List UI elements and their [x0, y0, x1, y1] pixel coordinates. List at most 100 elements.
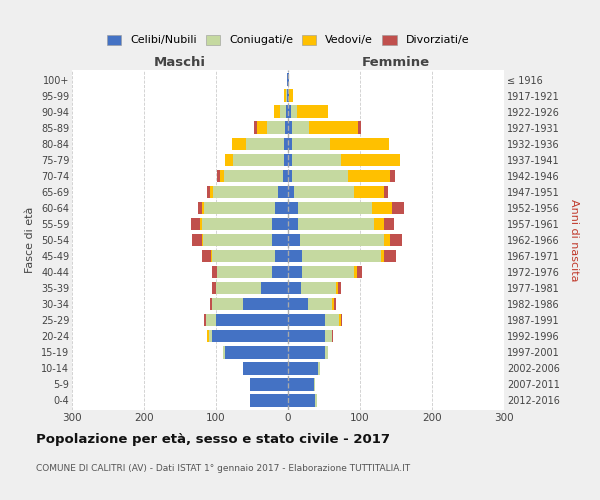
Bar — [280, 106, 286, 118]
Text: COMUNE DI CALITRI (AV) - Dati ISTAT 1° gennaio 2017 - Elaborazione TUTTITALIA.IT: COMUNE DI CALITRI (AV) - Dati ISTAT 1° g… — [36, 464, 410, 473]
Bar — [202, 234, 203, 246]
Legend: Celibi/Nubili, Coniugati/e, Vedovi/e, Divorziati/e: Celibi/Nubili, Coniugati/e, Vedovi/e, Di… — [104, 32, 472, 49]
Bar — [300, 234, 384, 246]
Bar — [292, 122, 309, 134]
Bar — [385, 186, 388, 198]
Bar — [224, 154, 233, 166]
Bar — [198, 202, 202, 214]
Bar — [213, 186, 278, 198]
Bar — [288, 314, 325, 326]
Bar — [272, 234, 288, 246]
Bar — [220, 170, 224, 182]
Bar — [202, 202, 205, 214]
Bar — [288, 282, 301, 294]
Bar — [203, 234, 272, 246]
Bar — [200, 218, 202, 230]
Bar — [384, 250, 396, 262]
Bar — [210, 186, 213, 198]
Text: Popolazione per età, sesso e stato civile - 2017: Popolazione per età, sesso e stato civil… — [36, 432, 390, 446]
Bar — [292, 170, 348, 182]
Bar — [285, 122, 288, 134]
Bar — [332, 330, 334, 342]
Bar — [288, 170, 292, 182]
Bar — [224, 346, 288, 358]
Bar — [216, 282, 260, 294]
Bar — [210, 298, 212, 310]
Bar — [325, 346, 328, 358]
Bar — [288, 74, 289, 86]
Bar — [217, 266, 272, 278]
Bar — [292, 138, 330, 150]
Bar — [353, 186, 385, 198]
Bar — [291, 106, 296, 118]
Bar — [283, 170, 288, 182]
Bar — [302, 266, 354, 278]
Bar — [335, 282, 338, 294]
Bar — [211, 250, 212, 262]
Bar — [288, 202, 298, 214]
Bar — [205, 202, 275, 214]
Bar — [288, 250, 302, 262]
Bar — [288, 378, 314, 390]
Bar — [284, 90, 286, 102]
Bar — [216, 314, 288, 326]
Bar — [338, 282, 341, 294]
Bar — [314, 378, 316, 390]
Bar — [371, 202, 392, 214]
Bar — [206, 330, 209, 342]
Bar — [288, 218, 298, 230]
Bar — [381, 250, 384, 262]
Bar — [298, 218, 374, 230]
Bar — [257, 122, 267, 134]
Bar — [286, 106, 288, 118]
Bar — [295, 186, 353, 198]
Bar — [260, 282, 288, 294]
Bar — [267, 122, 285, 134]
Bar — [308, 298, 332, 310]
Bar — [233, 154, 284, 166]
Bar — [389, 170, 395, 182]
Bar — [296, 106, 328, 118]
Bar — [224, 170, 283, 182]
Bar — [288, 122, 292, 134]
Bar — [212, 250, 275, 262]
Bar — [288, 234, 300, 246]
Bar — [288, 154, 292, 166]
Bar — [385, 218, 394, 230]
Bar — [348, 170, 389, 182]
Bar — [288, 138, 292, 150]
Bar — [316, 394, 317, 406]
Bar — [318, 362, 320, 374]
Bar — [212, 330, 288, 342]
Bar — [354, 266, 357, 278]
Bar — [390, 234, 403, 246]
Bar — [287, 90, 288, 102]
Bar — [325, 314, 339, 326]
Bar — [374, 218, 385, 230]
Bar — [284, 154, 288, 166]
Bar — [358, 122, 361, 134]
Bar — [288, 298, 308, 310]
Text: Maschi: Maschi — [154, 56, 206, 69]
Bar — [288, 90, 289, 102]
Bar — [334, 298, 336, 310]
Bar — [341, 154, 400, 166]
Bar — [244, 362, 288, 374]
Bar — [288, 346, 325, 358]
Bar — [212, 266, 217, 278]
Bar — [246, 138, 284, 150]
Bar — [208, 186, 210, 198]
Bar — [275, 202, 288, 214]
Bar — [202, 218, 272, 230]
Bar — [250, 378, 288, 390]
Bar — [289, 90, 293, 102]
Bar — [384, 234, 390, 246]
Bar — [217, 170, 220, 182]
Bar — [288, 186, 295, 198]
Bar — [212, 298, 244, 310]
Bar — [205, 314, 206, 326]
Bar — [302, 250, 381, 262]
Bar — [309, 122, 358, 134]
Bar — [284, 138, 288, 150]
Bar — [288, 394, 316, 406]
